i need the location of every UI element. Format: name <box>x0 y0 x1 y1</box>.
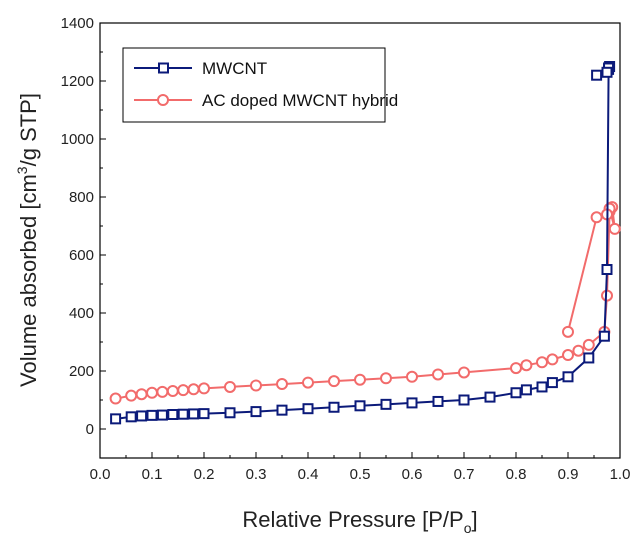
data-point-hybrid <box>146 386 158 399</box>
data-point-mwcnt <box>354 400 366 412</box>
x-axis-title-sub: o <box>464 520 472 536</box>
data-point-mwcnt <box>156 409 168 421</box>
x-axis-title-main: Relative Pressure [P/P <box>242 507 463 532</box>
x-tick-label: 0.1 <box>142 466 163 483</box>
data-point-mwcnt <box>536 381 548 393</box>
x-tick-label: 1.0 <box>610 466 631 483</box>
data-point-mwcnt <box>406 397 418 409</box>
data-point-hybrid <box>608 222 621 235</box>
x-tick-label: 0.9 <box>558 466 579 483</box>
series-line-hybrid <box>115 204 616 400</box>
data-point-hybrid <box>458 366 470 379</box>
data-point-mwcnt <box>484 391 496 403</box>
x-axis-title: Relative Pressure [P/Po] <box>242 507 477 536</box>
data-point-mwcnt <box>601 66 613 78</box>
data-point-hybrid <box>328 375 340 388</box>
data-point-hybrid <box>406 370 418 383</box>
y-tick-label: 200 <box>69 363 94 380</box>
x-tick-label: 0.5 <box>350 466 371 483</box>
data-point-mwcnt <box>520 384 532 396</box>
data-point-hybrid <box>135 388 148 401</box>
data-point-hybrid <box>432 368 444 381</box>
y-axis-title: Volume absorbed [cm3/g STP] <box>14 93 41 387</box>
data-point-mwcnt <box>136 410 148 422</box>
data-point-hybrid <box>166 385 179 398</box>
x-axis-ticks: 0.0 0.1 0.2 0.3 0.4 0.5 0.6 0.7 0.8 0.9 1.0 <box>90 452 631 483</box>
data-point-mwcnt <box>432 395 444 407</box>
y-tick-label: 1400 <box>61 15 94 32</box>
data-point-mwcnt <box>188 408 200 420</box>
data-point-hybrid <box>354 373 366 386</box>
data-point-mwcnt <box>250 406 262 418</box>
data-point-mwcnt <box>167 409 179 420</box>
legend-label-hybrid: AC doped MWCNT hybrid <box>202 91 398 110</box>
data-point-hybrid <box>520 359 533 372</box>
data-point-hybrid <box>177 384 190 397</box>
data-point-mwcnt <box>591 69 603 81</box>
y-axis-title-main: Volume absorbed [cm <box>16 174 41 387</box>
data-point-hybrid <box>562 325 574 338</box>
data-point-hybrid <box>572 344 585 357</box>
data-point-mwcnt <box>302 403 314 415</box>
x-tick-label: 0.0 <box>90 466 111 483</box>
legend-box <box>122 47 386 123</box>
y-tick-label: 600 <box>69 247 94 264</box>
data-point-mwcnt <box>583 352 595 364</box>
data-point-hybrid <box>562 349 574 362</box>
data-point-mwcnt <box>276 404 288 416</box>
data-point-hybrid <box>302 376 314 389</box>
data-point-mwcnt <box>601 264 613 275</box>
data-point-hybrid <box>224 380 236 393</box>
y-tick-label: 1000 <box>61 131 94 148</box>
y-axis-title-sup: 3 <box>14 166 30 174</box>
legend-marker-hybrid <box>157 94 169 106</box>
data-point-mwcnt <box>562 371 574 383</box>
y-tick-label: 400 <box>69 305 94 322</box>
x-tick-label: 0.7 <box>454 466 475 483</box>
data-point-hybrid <box>510 362 522 375</box>
legend-label-mwcnt: MWCNT <box>202 59 267 78</box>
data-point-mwcnt <box>177 408 189 420</box>
data-point-hybrid <box>590 211 603 224</box>
data-point-hybrid <box>546 353 559 366</box>
data-point-mwcnt <box>110 413 122 425</box>
x-axis-title-end: ] <box>471 507 477 532</box>
data-point-mwcnt <box>125 411 137 423</box>
data-point-hybrid <box>109 392 122 405</box>
data-point-hybrid <box>198 382 210 395</box>
data-point-hybrid <box>187 383 200 396</box>
data-point-mwcnt <box>146 409 158 421</box>
series-layer <box>109 61 621 425</box>
data-point-mwcnt <box>198 408 210 420</box>
y-tick-label: 0 <box>86 421 94 438</box>
data-point-hybrid <box>536 356 548 369</box>
data-point-hybrid <box>125 389 138 402</box>
data-point-hybrid <box>380 372 392 385</box>
legend: MWCNT AC doped MWCNT hybrid <box>122 47 398 123</box>
data-point-mwcnt <box>546 377 558 389</box>
x-tick-label: 0.4 <box>298 466 319 483</box>
data-point-mwcnt <box>328 401 340 413</box>
x-tick-label: 0.3 <box>246 466 267 483</box>
data-point-mwcnt <box>598 330 610 342</box>
data-point-mwcnt <box>380 398 392 410</box>
legend-marker-mwcnt <box>158 62 169 74</box>
data-point-hybrid <box>582 338 595 351</box>
x-tick-label: 0.2 <box>194 466 215 483</box>
y-axis-ticks: 0 200 400 600 800 1000 1200 1400 <box>61 15 106 459</box>
data-point-hybrid <box>276 378 288 391</box>
data-point-mwcnt <box>458 394 470 406</box>
data-point-hybrid <box>156 385 169 398</box>
x-tick-label: 0.8 <box>506 466 527 483</box>
x-tick-label: 0.6 <box>402 466 423 483</box>
y-axis-title-end: /g STP] <box>16 93 41 166</box>
y-tick-label: 1200 <box>61 73 94 90</box>
data-point-hybrid <box>250 379 262 392</box>
data-point-mwcnt <box>510 387 522 399</box>
y-tick-label: 800 <box>69 189 94 206</box>
data-point-mwcnt <box>224 407 236 419</box>
